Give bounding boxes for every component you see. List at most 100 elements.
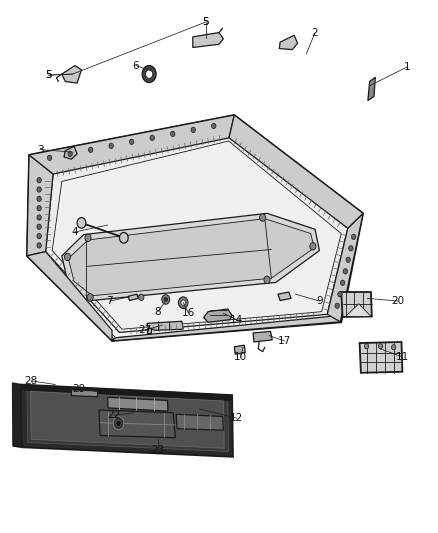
Polygon shape xyxy=(64,147,77,159)
Polygon shape xyxy=(327,213,363,322)
Polygon shape xyxy=(99,410,175,438)
Polygon shape xyxy=(193,33,223,47)
Polygon shape xyxy=(360,342,403,373)
Text: 9: 9 xyxy=(316,296,323,306)
Circle shape xyxy=(343,269,348,274)
Polygon shape xyxy=(128,294,138,301)
Circle shape xyxy=(88,147,93,152)
Text: 27: 27 xyxy=(138,325,152,335)
Circle shape xyxy=(77,217,86,228)
Polygon shape xyxy=(12,383,21,447)
Circle shape xyxy=(85,234,91,241)
Polygon shape xyxy=(46,134,348,333)
Circle shape xyxy=(340,280,345,286)
Polygon shape xyxy=(19,384,232,400)
Polygon shape xyxy=(27,155,53,256)
Polygon shape xyxy=(346,304,371,317)
Circle shape xyxy=(37,177,41,183)
Polygon shape xyxy=(62,66,81,83)
Text: 5: 5 xyxy=(46,70,52,80)
Circle shape xyxy=(64,253,71,261)
Polygon shape xyxy=(30,391,224,448)
Circle shape xyxy=(37,233,41,239)
Text: 1: 1 xyxy=(403,62,410,72)
Polygon shape xyxy=(341,292,372,317)
Circle shape xyxy=(310,243,316,250)
Circle shape xyxy=(87,294,93,301)
Text: 5: 5 xyxy=(46,70,52,80)
Polygon shape xyxy=(147,321,183,330)
Circle shape xyxy=(260,214,266,221)
Text: 22: 22 xyxy=(108,410,121,421)
Circle shape xyxy=(164,297,167,302)
Polygon shape xyxy=(278,292,291,301)
Polygon shape xyxy=(71,390,98,397)
Text: 28: 28 xyxy=(25,376,38,386)
Polygon shape xyxy=(108,397,168,411)
Polygon shape xyxy=(147,328,151,333)
Polygon shape xyxy=(29,115,234,174)
Polygon shape xyxy=(204,309,232,322)
Circle shape xyxy=(162,295,170,304)
Polygon shape xyxy=(27,389,229,451)
Polygon shape xyxy=(62,213,319,301)
Polygon shape xyxy=(13,383,21,447)
Text: 6: 6 xyxy=(133,61,139,70)
Circle shape xyxy=(178,297,188,309)
Circle shape xyxy=(120,232,128,243)
Polygon shape xyxy=(253,332,272,342)
Circle shape xyxy=(150,135,154,141)
Circle shape xyxy=(113,417,124,430)
Polygon shape xyxy=(20,384,233,457)
Text: 5: 5 xyxy=(203,17,209,27)
Circle shape xyxy=(191,127,195,133)
Polygon shape xyxy=(68,219,314,296)
Text: 2: 2 xyxy=(312,28,318,38)
Circle shape xyxy=(37,224,41,229)
Circle shape xyxy=(335,303,339,309)
Circle shape xyxy=(130,139,134,144)
Text: 3: 3 xyxy=(37,144,43,155)
Circle shape xyxy=(47,155,52,160)
Circle shape xyxy=(346,257,350,262)
Polygon shape xyxy=(234,345,245,354)
Text: 23: 23 xyxy=(151,445,165,455)
Text: 5: 5 xyxy=(203,17,209,27)
Circle shape xyxy=(392,345,396,350)
Circle shape xyxy=(37,206,41,211)
Circle shape xyxy=(170,131,175,136)
Text: 29: 29 xyxy=(73,384,86,394)
Circle shape xyxy=(212,123,216,128)
Circle shape xyxy=(139,294,144,301)
Text: 8: 8 xyxy=(155,306,161,317)
Circle shape xyxy=(181,300,185,305)
Circle shape xyxy=(68,151,72,157)
Polygon shape xyxy=(176,414,223,430)
Text: 4: 4 xyxy=(71,227,78,237)
Polygon shape xyxy=(27,115,363,341)
Polygon shape xyxy=(52,141,341,329)
Polygon shape xyxy=(27,252,112,341)
Polygon shape xyxy=(368,77,375,101)
Circle shape xyxy=(264,276,270,284)
Circle shape xyxy=(109,143,113,149)
Text: 11: 11 xyxy=(396,352,409,362)
Circle shape xyxy=(349,246,353,251)
Circle shape xyxy=(37,215,41,220)
Circle shape xyxy=(146,70,152,78)
Circle shape xyxy=(142,66,156,83)
Circle shape xyxy=(351,234,356,239)
Circle shape xyxy=(364,344,369,349)
Text: 14: 14 xyxy=(230,314,243,325)
Polygon shape xyxy=(229,115,363,228)
Circle shape xyxy=(37,187,41,192)
Text: 16: 16 xyxy=(182,308,195,318)
Text: 17: 17 xyxy=(278,336,291,346)
Text: 12: 12 xyxy=(230,413,243,423)
Polygon shape xyxy=(112,316,340,341)
Circle shape xyxy=(37,243,41,248)
Circle shape xyxy=(37,196,41,201)
Text: 20: 20 xyxy=(392,296,405,306)
Circle shape xyxy=(378,344,383,349)
Circle shape xyxy=(338,292,342,297)
